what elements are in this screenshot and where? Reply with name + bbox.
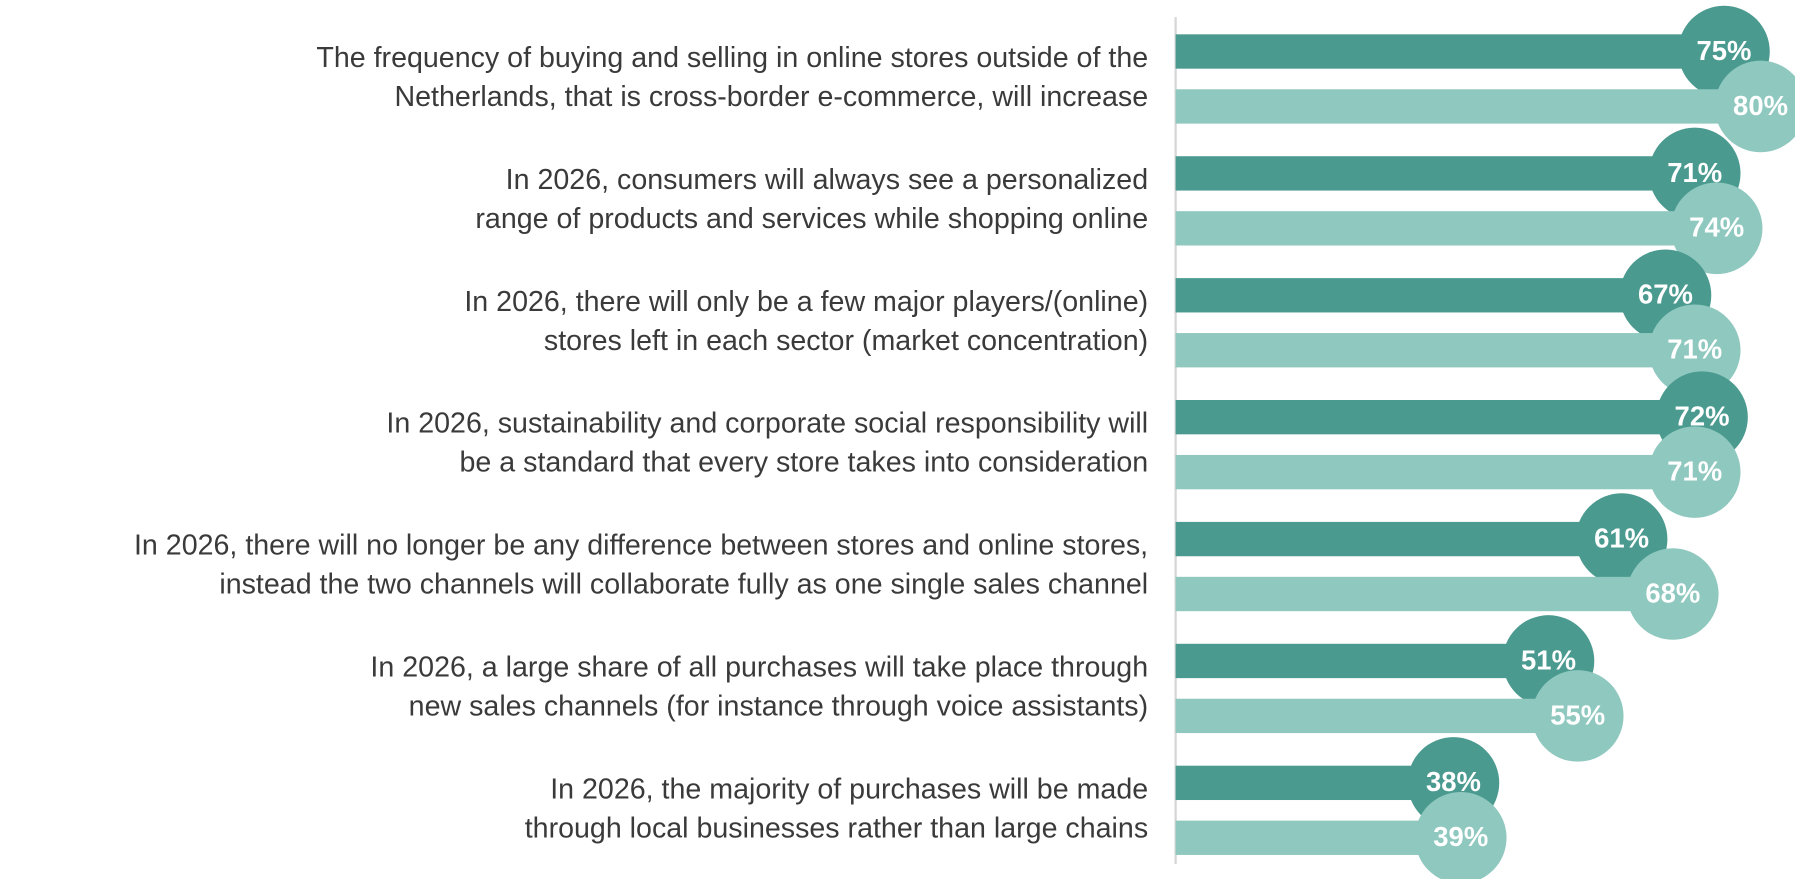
value-label: 61% — [1594, 522, 1649, 553]
category-label: stores left in each sector (market conce… — [544, 325, 1148, 357]
category-label: be a standard that every store takes int… — [460, 447, 1149, 479]
value-bubble — [1670, 182, 1763, 275]
value-bubble — [1714, 60, 1795, 153]
category-label: new sales channels (for instance through… — [409, 690, 1148, 722]
category-label: through local businesses rather than lar… — [525, 812, 1148, 844]
bar — [1175, 34, 1724, 69]
value-bubble — [1648, 304, 1741, 397]
bar — [1175, 698, 1578, 734]
category-label: Netherlands, that is cross-border e-comm… — [394, 81, 1148, 113]
category-label: range of products and services while sho… — [475, 203, 1148, 235]
category-label: In 2026, the majority of purchases will … — [550, 773, 1148, 805]
bar — [1175, 211, 1717, 246]
value-label: 39% — [1433, 821, 1488, 852]
bar — [1175, 89, 1761, 124]
value-bubble — [1414, 792, 1507, 884]
value-label: 68% — [1645, 577, 1700, 608]
value-label: 75% — [1697, 35, 1752, 66]
value-bubble — [1531, 670, 1624, 762]
value-label: 71% — [1667, 456, 1722, 487]
value-bubble — [1627, 548, 1719, 640]
bar — [1175, 643, 1549, 679]
bar — [1175, 454, 1695, 490]
value-label: 72% — [1675, 401, 1730, 432]
bar — [1175, 765, 1454, 801]
value-label: 55% — [1550, 699, 1605, 730]
bar — [1175, 576, 1673, 612]
category-label: In 2026, consumers will always see a per… — [506, 164, 1148, 196]
bar — [1175, 820, 1461, 855]
category-label: In 2026, a large share of all purchases … — [370, 652, 1148, 684]
value-label: 67% — [1638, 279, 1693, 310]
bar — [1175, 278, 1666, 313]
value-label: 51% — [1521, 644, 1576, 675]
category-label: In 2026, there will only be a few major … — [464, 286, 1148, 318]
value-bubble — [1648, 426, 1741, 518]
category-label: instead the two channels will collaborat… — [219, 569, 1148, 601]
category-label: In 2026, there will no longer be any dif… — [134, 530, 1148, 562]
value-label: 80% — [1733, 90, 1788, 121]
bar — [1175, 400, 1703, 435]
bar — [1175, 333, 1695, 368]
value-label: 71% — [1667, 157, 1722, 188]
value-label: 74% — [1689, 212, 1744, 243]
category-label: The frequency of buying and selling in o… — [316, 42, 1148, 74]
bar — [1175, 521, 1622, 557]
value-label: 38% — [1426, 766, 1481, 797]
bar — [1175, 156, 1695, 191]
value-label: 71% — [1667, 334, 1722, 365]
category-label: In 2026, sustainability and corporate so… — [386, 408, 1148, 440]
